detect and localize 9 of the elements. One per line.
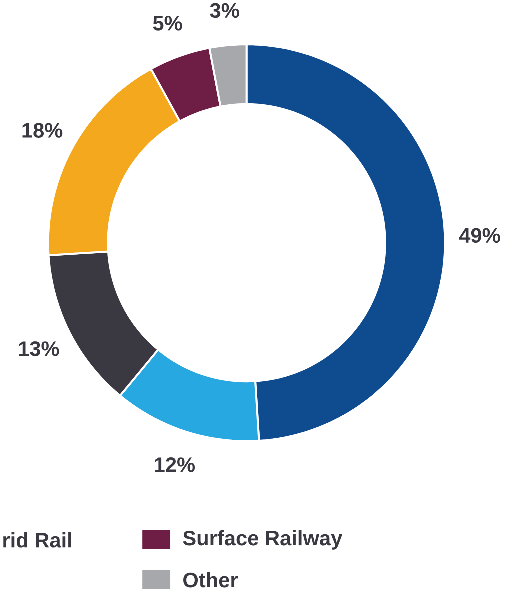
data-label: 3% — [210, 3, 240, 18]
data-label: 13% — [19, 342, 59, 356]
legend-label: Other — [183, 572, 238, 588]
data-label: 49% — [459, 228, 500, 244]
data-label: 5% — [153, 16, 182, 31]
data-label: 18% — [22, 123, 62, 138]
legend-label: Surface Railway — [183, 530, 342, 550]
data-label: 12% — [154, 458, 195, 472]
text: rid Rail — [3, 532, 72, 548]
